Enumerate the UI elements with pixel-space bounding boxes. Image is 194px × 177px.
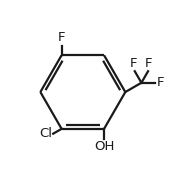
- Text: F: F: [58, 31, 65, 44]
- Text: F: F: [156, 76, 164, 89]
- Text: F: F: [130, 57, 138, 70]
- Text: Cl: Cl: [39, 127, 52, 140]
- Text: F: F: [145, 57, 153, 70]
- Text: OH: OH: [94, 140, 114, 153]
